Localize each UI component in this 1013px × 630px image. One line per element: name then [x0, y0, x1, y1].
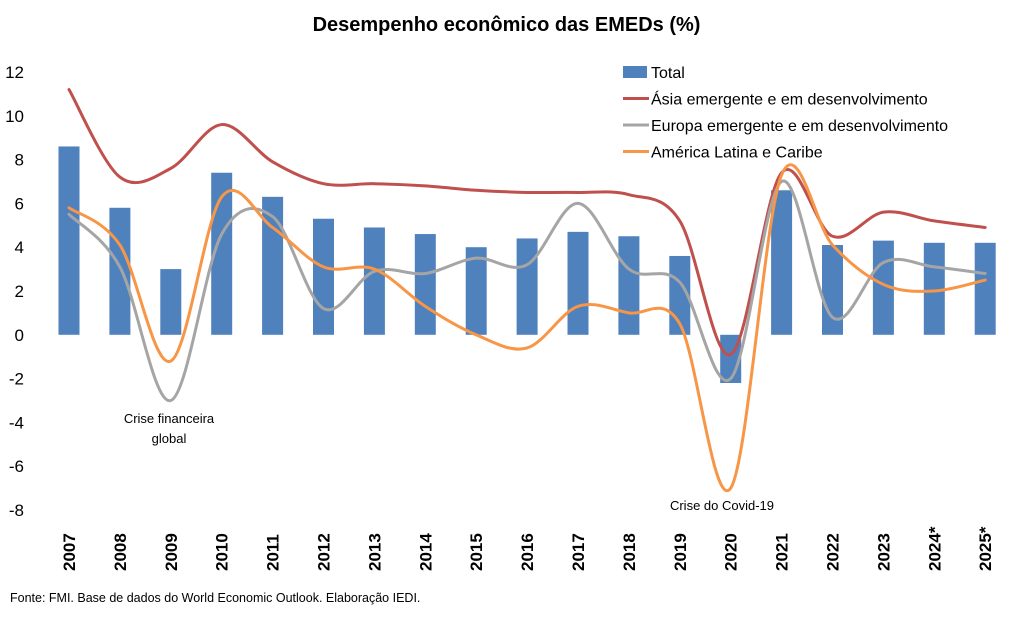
annotation-crise-financeira: Crise financeira global	[106, 409, 232, 449]
x-tick-label: 2022	[824, 533, 843, 571]
x-tick-label: 2017	[569, 533, 588, 571]
bar-2013	[363, 227, 385, 335]
legend-label: Total	[651, 65, 685, 82]
bar-2025*	[974, 242, 996, 335]
bar-2023	[872, 240, 894, 335]
x-tick-label: 2018	[620, 533, 639, 571]
bar-2015	[465, 247, 487, 335]
bar-2007	[58, 146, 80, 335]
y-tick-label: 0	[15, 326, 24, 345]
bar-2010	[211, 172, 233, 335]
bar-2018	[618, 236, 640, 335]
x-tick-label: 2025*	[976, 526, 995, 571]
x-tick-label: 2021	[773, 533, 792, 571]
x-tick-label: 2009	[162, 533, 181, 571]
y-tick-label: -8	[9, 501, 24, 520]
y-tick-label: -6	[9, 457, 24, 476]
legend-label: Ásia emergente e em desenvolvimento	[651, 90, 928, 109]
x-tick-label: 2007	[60, 533, 79, 571]
annotation-crise-line1: Crise financeira	[123, 411, 215, 426]
x-axis-ticks: 2007 2008 2009 2010 2011 2012 2013 2014 2015 2016…	[60, 526, 995, 571]
y-tick-label: -2	[9, 370, 24, 389]
chart-title: Desempenho econômico das EMEDs (%)	[312, 14, 701, 36]
x-tick-label: 2010	[213, 533, 232, 571]
x-tick-label: 2019	[671, 533, 690, 571]
line-series-3	[67, 163, 987, 493]
x-tick-label: 2014	[416, 533, 435, 571]
y-tick-label: 12	[5, 63, 24, 82]
y-tick-label: 4	[15, 238, 24, 257]
x-tick-label: 2016	[518, 533, 537, 571]
annotation-crise-line2: global	[151, 431, 187, 446]
x-tick-label: 2011	[264, 534, 283, 571]
bar-2022	[822, 245, 843, 335]
bar-2012	[313, 218, 334, 335]
x-tick-label: 2023	[874, 533, 893, 571]
legend-label: América Latina e Caribe	[651, 145, 823, 162]
y-tick-label: 8	[15, 151, 24, 170]
line-series-2	[67, 179, 987, 402]
bar-2016	[516, 238, 538, 335]
x-tick-label: 2013	[365, 533, 384, 571]
bar-2017	[567, 231, 589, 335]
x-tick-label: 2024*	[925, 526, 944, 571]
bar-2021	[771, 190, 793, 335]
line-series-group	[67, 88, 987, 493]
x-tick-label: 2008	[111, 533, 130, 571]
bar-2008	[109, 207, 131, 335]
y-axis-ticks: 12 10 8 6 4 2 0 -2 -4 -6 -8	[5, 63, 24, 520]
legend-swatch-total	[623, 66, 647, 78]
legend: Total Ásia emergente e em desenvolvimento…	[623, 65, 948, 162]
y-tick-label: -4	[9, 413, 24, 432]
bar-2014	[414, 234, 436, 335]
x-tick-label: 2020	[722, 533, 741, 571]
y-tick-label: 2	[15, 282, 24, 301]
annotation-covid: Crise do Covid-19	[669, 498, 775, 513]
x-tick-label: 2015	[467, 533, 486, 571]
legend-label: Europa emergente e em desenvolvimento	[651, 118, 948, 135]
y-tick-label: 6	[15, 194, 24, 213]
source-note: Fonte: FMI. Base de dados do World Econo…	[10, 591, 421, 605]
x-tick-label: 2012	[315, 533, 334, 571]
y-tick-label: 10	[5, 107, 24, 126]
bar-2009	[160, 269, 182, 335]
